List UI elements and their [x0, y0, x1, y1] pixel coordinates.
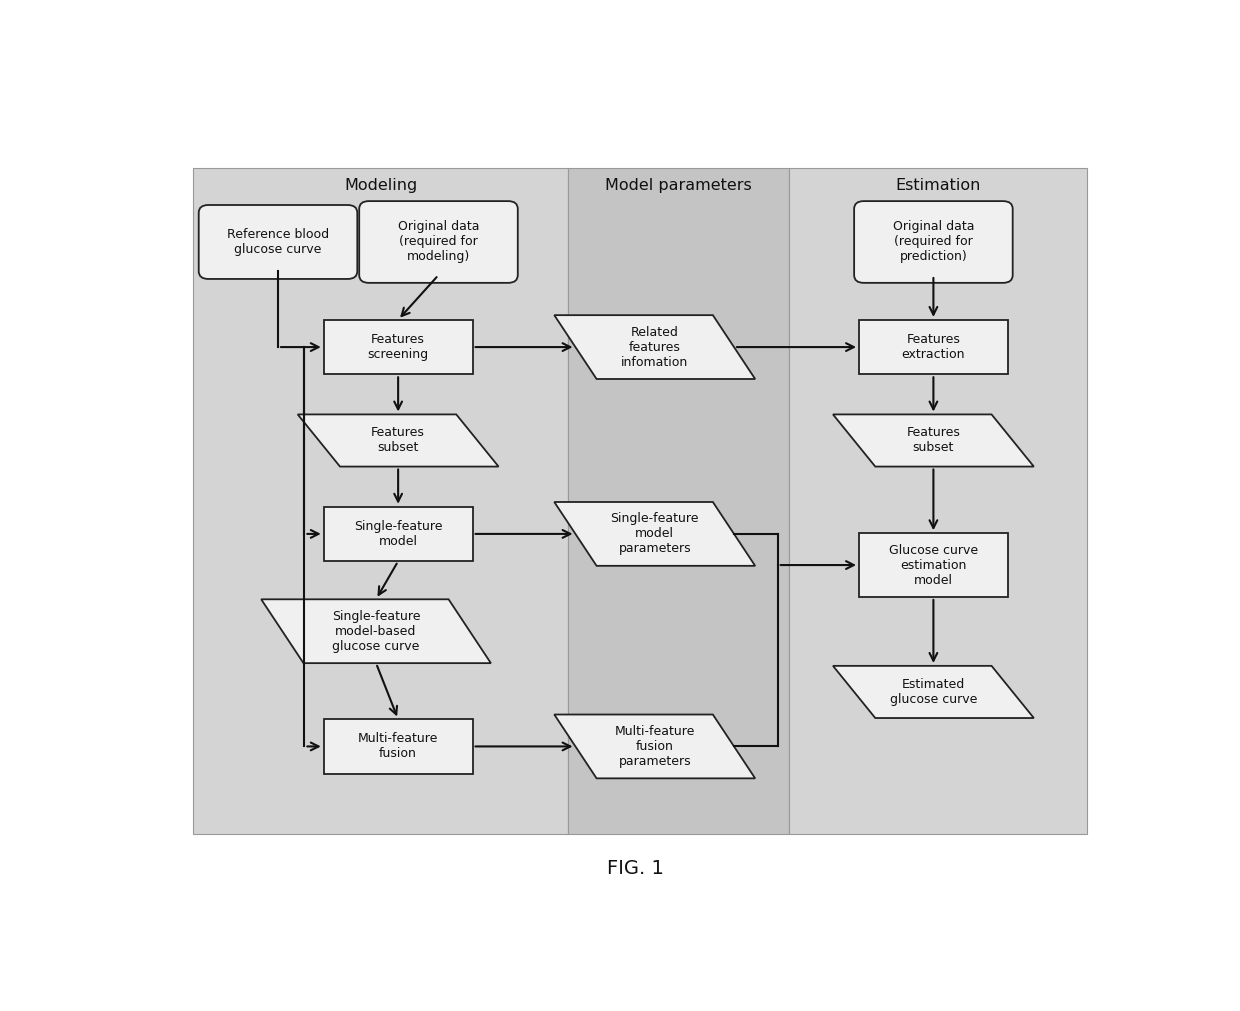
Text: Features
extraction: Features extraction — [901, 333, 965, 361]
Text: Estimated
glucose curve: Estimated glucose curve — [890, 678, 977, 706]
FancyBboxPatch shape — [568, 168, 789, 834]
FancyBboxPatch shape — [193, 168, 568, 834]
Polygon shape — [554, 315, 755, 379]
Text: Single-feature
model: Single-feature model — [353, 520, 443, 548]
FancyBboxPatch shape — [324, 719, 472, 773]
Text: FIG. 1: FIG. 1 — [608, 859, 663, 879]
Text: Single-feature
model
parameters: Single-feature model parameters — [610, 513, 699, 555]
Text: Features
screening: Features screening — [367, 333, 429, 361]
Text: Original data
(required for
prediction): Original data (required for prediction) — [893, 220, 975, 264]
FancyBboxPatch shape — [324, 507, 472, 561]
Text: Estimation: Estimation — [895, 178, 981, 193]
FancyBboxPatch shape — [789, 168, 1087, 834]
FancyBboxPatch shape — [198, 205, 357, 279]
Text: Features
subset: Features subset — [906, 427, 960, 455]
Text: Model parameters: Model parameters — [605, 178, 753, 193]
Polygon shape — [262, 600, 491, 663]
Polygon shape — [833, 415, 1034, 466]
Text: Multi-feature
fusion
parameters: Multi-feature fusion parameters — [615, 725, 694, 768]
Text: Multi-feature
fusion: Multi-feature fusion — [358, 732, 438, 760]
Text: Features
subset: Features subset — [371, 427, 425, 455]
Text: Glucose curve
estimation
model: Glucose curve estimation model — [889, 544, 978, 586]
Text: Reference blood
glucose curve: Reference blood glucose curve — [227, 228, 329, 256]
Text: Single-feature
model-based
glucose curve: Single-feature model-based glucose curve — [332, 610, 420, 653]
Text: Related
features
infomation: Related features infomation — [621, 326, 688, 369]
Polygon shape — [298, 415, 498, 466]
FancyBboxPatch shape — [854, 201, 1013, 283]
Text: Original data
(required for
modeling): Original data (required for modeling) — [398, 220, 479, 264]
FancyBboxPatch shape — [324, 319, 472, 374]
Polygon shape — [554, 715, 755, 778]
FancyBboxPatch shape — [360, 201, 518, 283]
FancyBboxPatch shape — [859, 319, 1008, 374]
FancyBboxPatch shape — [859, 533, 1008, 596]
Polygon shape — [833, 666, 1034, 718]
Polygon shape — [554, 502, 755, 566]
Text: Modeling: Modeling — [345, 178, 418, 193]
